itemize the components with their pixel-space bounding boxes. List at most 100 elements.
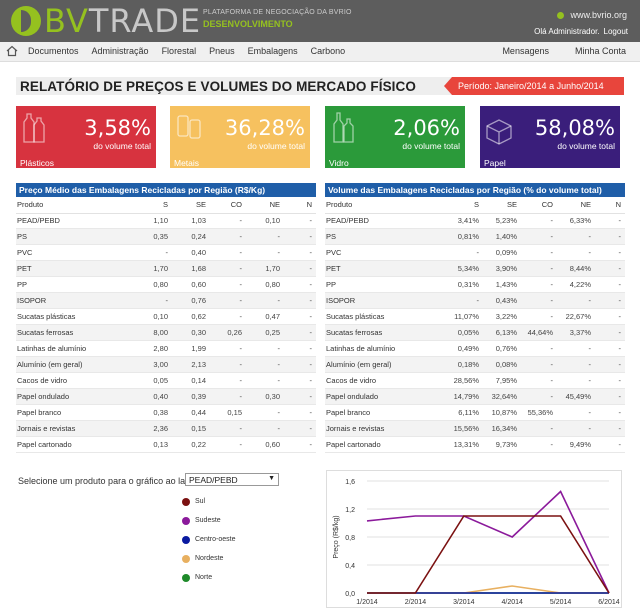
chevron-down-icon: ▼ — [268, 475, 275, 482]
value-cell: - — [595, 228, 625, 246]
volume-table: Volume das Embalagens Recicladas por Reg… — [325, 183, 625, 453]
value-cell: 3,00 — [124, 356, 172, 373]
value-cell: 14,79% — [435, 388, 483, 405]
value-cell: - — [521, 292, 557, 310]
bvtrade-logo-icon[interactable] — [11, 6, 41, 36]
card-name: Papel — [484, 158, 506, 168]
value-cell: 0,40 — [124, 388, 172, 405]
product-cell: PET — [16, 260, 124, 278]
value-cell: 3,37% — [557, 324, 595, 341]
product-cell: Papel cartonado — [16, 436, 124, 453]
value-cell: 32,64% — [483, 388, 521, 405]
table-row: Alumínio (em geral) 3,00 2,13- - - — [16, 356, 316, 373]
logout-link[interactable]: Logout — [603, 27, 628, 36]
value-cell: - — [284, 404, 316, 421]
value-cell: 0,22 — [172, 436, 210, 453]
nav-item-embalagens[interactable]: Embalagens — [247, 46, 298, 56]
product-cell: PP — [16, 276, 124, 294]
site-dot-icon — [557, 12, 565, 20]
legend-item[interactable]: Centro-oeste — [182, 530, 235, 549]
value-cell: 0,80 — [124, 276, 172, 294]
value-cell: - — [246, 420, 284, 437]
y-tick-label: 0,4 — [345, 563, 355, 570]
card-plasticos[interactable]: 3,58% do volume total Plásticos — [16, 106, 156, 168]
nav-item-florestal[interactable]: Florestal — [161, 46, 197, 56]
x-tick-label: 4/2014 — [501, 599, 523, 606]
card-vidro[interactable]: 2,06% do volume total Vidro — [325, 106, 465, 168]
volume-table-grid: Produto S SE CO NE N PEAD/PEBD 3,41% 5,23% -6,33… — [325, 197, 625, 453]
product-select-value: PEAD/PEBD — [189, 475, 238, 485]
y-tick-label: 1,2 — [345, 507, 355, 514]
value-cell: - — [557, 404, 595, 421]
column-header: Produto — [16, 197, 124, 214]
nav-item-carbono[interactable]: Carbono — [310, 46, 346, 56]
legend-item[interactable]: Nordeste — [182, 549, 235, 568]
nav-item-pneus[interactable]: Pneus — [209, 46, 235, 56]
legend-item[interactable]: Sul — [182, 492, 235, 511]
nav-item-minha-conta[interactable]: Minha Conta — [574, 46, 626, 56]
value-cell: 0,38 — [124, 404, 172, 421]
table-row: PP 0,31% 1,43% -4,22% - — [325, 276, 625, 294]
logo-bv: BV — [44, 2, 89, 40]
legend-swatch — [182, 516, 190, 525]
value-cell: - — [595, 324, 625, 341]
value-cell: 9,49% — [557, 436, 595, 453]
y-tick-label: 0,0 — [345, 591, 355, 598]
chart-legend: Sul Sudeste Centro-oeste Nordeste Norte — [182, 492, 235, 587]
table-row: Cacos de vidro 0,05 0,14- - - — [16, 372, 316, 389]
site-link[interactable]: www.bvrio.org — [557, 10, 627, 20]
y-tick-label: 1,6 — [345, 479, 355, 486]
value-cell: - — [246, 228, 284, 246]
paper-box-icon — [486, 119, 512, 145]
value-cell: - — [595, 244, 625, 262]
value-cell: - — [557, 340, 595, 357]
x-tick-label: 3/2014 — [453, 599, 475, 606]
value-cell: - — [210, 388, 246, 405]
report-title-row: RELATÓRIO DE PREÇOS E VOLUMES DO MERCADO… — [16, 77, 624, 95]
value-cell: - — [210, 228, 246, 246]
nav-item-mensagens[interactable]: Mensagens — [502, 46, 549, 56]
value-cell: 0,05% — [435, 324, 483, 341]
glass-bottles-icon — [333, 112, 354, 143]
value-cell: - — [595, 292, 625, 310]
value-cell: - — [557, 356, 595, 373]
card-papel[interactable]: 58,08% do volume total Papel — [480, 106, 620, 168]
value-cell: - — [521, 260, 557, 278]
column-header: S — [124, 197, 172, 214]
value-cell: 1,68 — [172, 260, 210, 278]
value-cell: 0,05 — [124, 372, 172, 389]
value-cell: - — [595, 276, 625, 294]
nav-item-administracao[interactable]: Administração — [91, 46, 149, 56]
logo-text[interactable]: BVTRADE — [44, 3, 201, 39]
legend-item[interactable]: Norte — [182, 568, 235, 587]
nav-item-documentos[interactable]: Documentos — [28, 46, 79, 56]
legend-item[interactable]: Sudeste — [182, 511, 235, 530]
product-cell: Alumínio (em geral) — [325, 356, 435, 373]
value-cell: 0,49% — [435, 340, 483, 357]
card-percentage: 58,08% — [534, 116, 615, 140]
value-cell: - — [210, 436, 246, 453]
card-subtitle: do volume total — [93, 141, 151, 151]
product-cell: Sucatas plásticas — [16, 308, 124, 326]
value-cell: - — [557, 292, 595, 310]
product-cell: Cacos de vidro — [325, 372, 435, 389]
value-cell: - — [284, 213, 316, 230]
value-cell: 0,30 — [172, 324, 210, 341]
home-icon[interactable] — [6, 45, 18, 57]
value-cell: - — [284, 308, 316, 326]
product-cell: PEAD/PEBD — [325, 213, 435, 230]
column-header: N — [595, 197, 625, 214]
product-select[interactable]: PEAD/PEBD ▼ — [185, 473, 279, 486]
value-cell: 0,62 — [172, 308, 210, 326]
product-cell: Sucatas ferrosas — [325, 324, 435, 341]
value-cell: - — [284, 324, 316, 341]
value-cell: 1,03 — [172, 213, 210, 230]
card-metais[interactable]: 36,28% do volume total Metais — [170, 106, 310, 168]
x-tick-label: 5/2014 — [550, 599, 572, 606]
value-cell: 6,33% — [557, 213, 595, 230]
value-cell: 2,80 — [124, 340, 172, 357]
value-cell: - — [284, 356, 316, 373]
value-cell: 0,30 — [246, 388, 284, 405]
value-cell: - — [246, 356, 284, 373]
page-title: RELATÓRIO DE PREÇOS E VOLUMES DO MERCADO… — [20, 79, 416, 94]
